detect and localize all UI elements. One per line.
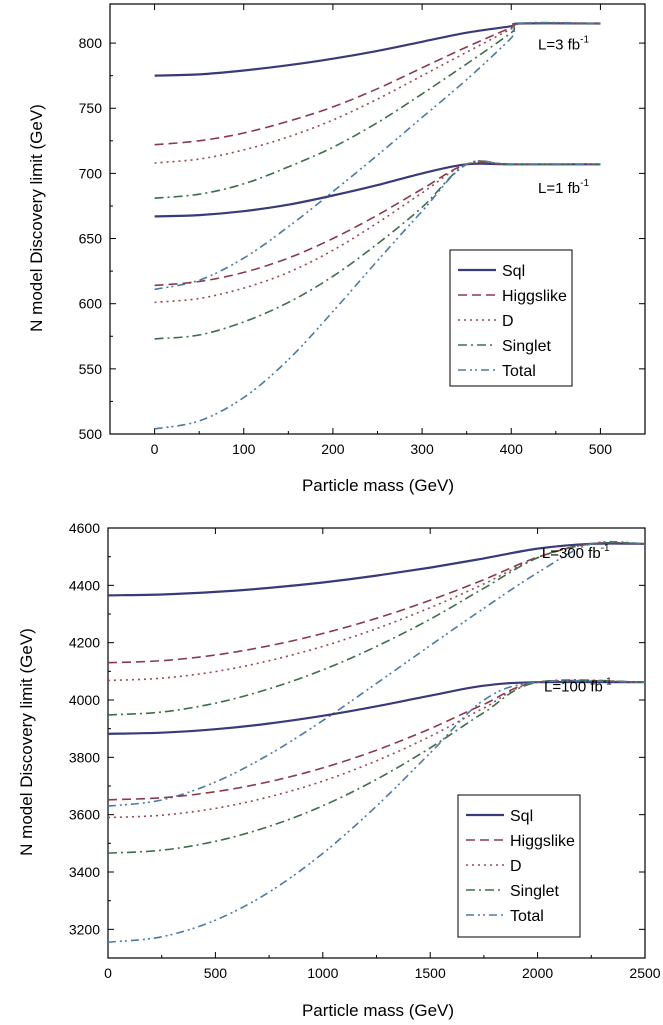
legend-label-sql: Sql — [502, 263, 525, 280]
x-tick-label: 1000 — [307, 965, 338, 981]
y-tick-label: 3600 — [69, 807, 100, 823]
series-line-singlet-l3 — [154, 22, 601, 199]
x-tick-label: 200 — [321, 441, 345, 457]
series-line-higgslike-l1 — [154, 161, 601, 287]
series-line-total-l1 — [154, 160, 601, 430]
x-tick-label: 0 — [104, 965, 112, 981]
series-line-sql-l100 — [107, 680, 646, 735]
y-tick-label: 750 — [79, 100, 103, 116]
x-tick-label: 500 — [204, 965, 228, 981]
y-tick-label: 800 — [79, 35, 103, 51]
legend-label-higgslike: Higgslike — [510, 833, 575, 850]
chart-top: N model Discovery limit (GeV) Particle m… — [27, 3, 646, 495]
luminosity-annotation: L=300 fb-1 — [542, 543, 610, 562]
series-line-total-l3 — [154, 21, 601, 291]
legend-box — [449, 249, 573, 387]
y-tick-label: 4600 — [69, 520, 100, 536]
series-line-d-l3 — [154, 22, 601, 164]
y-tick-label: 700 — [79, 165, 103, 181]
y-tick-label: 3800 — [69, 749, 100, 765]
series-line-higgslike-l100 — [107, 679, 646, 801]
legend-label-d: D — [502, 313, 514, 330]
legend-label-singlet: Singlet — [502, 338, 551, 355]
x-tick-label: 400 — [500, 441, 524, 457]
series-line-sql-l300 — [107, 542, 646, 597]
legend-label-sql: Sql — [510, 808, 533, 825]
series-line-d-l100 — [107, 679, 646, 819]
legend: Sql Higgslike D Singlet Total — [457, 794, 581, 938]
y-tick-label: 4000 — [69, 692, 100, 708]
legend-label-singlet: Singlet — [510, 883, 559, 900]
x-axis-label: Particle mass (GeV) — [302, 1001, 454, 1020]
series-line-higgslike-l300 — [107, 541, 646, 664]
x-tick-label: 1500 — [415, 965, 446, 981]
legend-label-total: Total — [510, 908, 544, 925]
series-line-sql-l1 — [154, 162, 601, 218]
series-line-singlet-l300 — [107, 541, 646, 716]
y-tick-label: 650 — [79, 231, 103, 247]
chart-bottom: N model Discovery limit (GeV) Particle m… — [17, 520, 661, 1020]
x-tick-label: 300 — [410, 441, 434, 457]
x-axis-label: Particle mass (GeV) — [302, 476, 454, 495]
luminosity-annotation: L=1 fb-1 — [538, 178, 589, 197]
series-line-singlet-l100 — [107, 679, 646, 854]
x-tick-label: 2000 — [522, 965, 553, 981]
series-line-total-l100 — [107, 680, 646, 943]
y-axis-label: N model Discovery limit (GeV) — [27, 104, 46, 332]
legend-label-higgslike: Higgslike — [502, 288, 567, 305]
legend: Sql Higgslike D Singlet Total — [449, 249, 573, 387]
y-tick-label: 600 — [79, 296, 103, 312]
x-tick-label: 500 — [589, 441, 613, 457]
y-tick-label: 4400 — [69, 577, 100, 593]
series-line-total-l300 — [107, 540, 646, 807]
x-tick-label: 0 — [151, 441, 159, 457]
series-line-sql-l3 — [154, 22, 601, 77]
series-line-d-l300 — [107, 541, 646, 682]
x-tick-label: 100 — [232, 441, 256, 457]
y-tick-label: 4200 — [69, 635, 100, 651]
series-line-higgslike-l3 — [154, 22, 601, 146]
y-tick-label: 550 — [79, 361, 103, 377]
legend-label-d: D — [510, 858, 522, 875]
y-tick-label: 3200 — [69, 921, 100, 937]
y-tick-label: 500 — [79, 426, 103, 442]
y-tick-label: 3400 — [69, 864, 100, 880]
y-axis-label: N model Discovery limit (GeV) — [17, 628, 36, 856]
luminosity-annotation: L=100 fb-1 — [544, 676, 612, 695]
legend-box — [457, 794, 581, 938]
luminosity-annotation: L=3 fb-1 — [538, 35, 589, 54]
legend-label-total: Total — [502, 363, 536, 380]
x-tick-label: 2500 — [629, 965, 660, 981]
